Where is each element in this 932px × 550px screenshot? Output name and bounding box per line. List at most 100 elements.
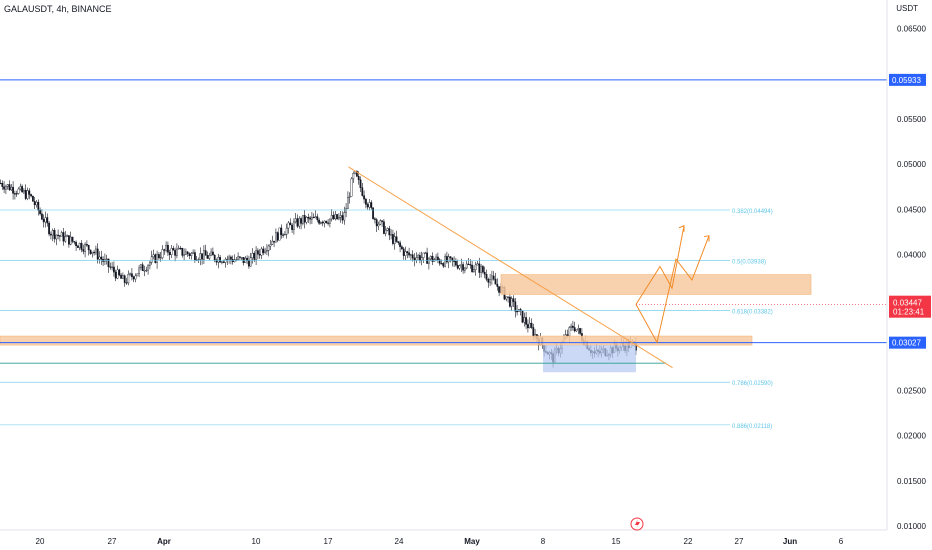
candle-down bbox=[438, 259, 441, 264]
candle-up bbox=[210, 251, 212, 256]
lightning-icon[interactable] bbox=[630, 517, 644, 531]
candle-down bbox=[363, 195, 365, 200]
candle-up bbox=[267, 245, 270, 251]
candle-down bbox=[482, 266, 484, 273]
candle-down bbox=[462, 264, 464, 271]
price-tick-label: 0.02500 bbox=[897, 386, 926, 395]
symbol-header[interactable]: GALAUSDT, 4h, BINANCE bbox=[4, 4, 112, 14]
candle-up bbox=[458, 265, 461, 269]
candle-down bbox=[141, 264, 144, 271]
candle-down bbox=[262, 248, 265, 253]
candle-up bbox=[570, 325, 573, 328]
candle-down bbox=[366, 204, 369, 208]
candle-up bbox=[226, 258, 229, 261]
candle-down bbox=[478, 263, 481, 273]
candle-up bbox=[287, 222, 290, 229]
candle-up bbox=[44, 217, 47, 223]
candle-down bbox=[24, 190, 27, 199]
trendline bbox=[348, 166, 673, 369]
candle-up bbox=[55, 234, 58, 240]
candle-up bbox=[305, 217, 308, 223]
candle-down bbox=[276, 232, 279, 241]
candle-up bbox=[237, 256, 239, 260]
price-tick-label: 0.05500 bbox=[897, 115, 926, 124]
time-axis[interactable]: 20 27 Apr 10 17 24 May 8 15 22 27 Jun 6 bbox=[36, 537, 844, 546]
candle-down bbox=[579, 328, 582, 334]
candle-down bbox=[375, 219, 378, 227]
candle-down bbox=[174, 249, 176, 256]
candle-up bbox=[424, 252, 427, 254]
candle-up bbox=[147, 265, 149, 271]
candle-down bbox=[406, 251, 409, 253]
candle-down bbox=[399, 242, 401, 247]
candle-down bbox=[107, 258, 110, 267]
candle-down bbox=[118, 269, 121, 276]
candle-down bbox=[307, 217, 310, 219]
candle-up bbox=[348, 196, 351, 198]
candle-down bbox=[361, 187, 364, 196]
candle-up bbox=[314, 216, 317, 218]
candle-down bbox=[204, 250, 207, 256]
candle-down bbox=[93, 251, 96, 254]
candle-up bbox=[345, 208, 347, 213]
candle-down bbox=[76, 245, 79, 248]
candle-down bbox=[440, 263, 443, 265]
candle-down bbox=[82, 249, 85, 252]
candle-down bbox=[39, 210, 42, 215]
candle-down bbox=[442, 263, 445, 267]
price-unit-label: USDT bbox=[896, 4, 918, 13]
candle-up bbox=[202, 250, 205, 260]
time-tick-label: 8 bbox=[541, 537, 546, 546]
candle-down bbox=[67, 235, 70, 245]
candle-up bbox=[134, 275, 137, 280]
candle-down bbox=[291, 224, 293, 230]
candle-down bbox=[325, 220, 328, 223]
candle-up bbox=[404, 251, 407, 256]
candle-up bbox=[35, 201, 38, 206]
candle-down bbox=[75, 242, 78, 247]
time-tick-label: 6 bbox=[839, 537, 844, 546]
candle-down bbox=[507, 296, 509, 298]
candle-up bbox=[575, 329, 578, 332]
candle-up bbox=[136, 273, 139, 277]
candle-down bbox=[3, 186, 6, 190]
price-tick-label: 0.02000 bbox=[897, 432, 926, 441]
candle-up bbox=[271, 240, 274, 245]
fib-label: 0.382(0.04494) bbox=[732, 209, 773, 215]
candle-up bbox=[192, 252, 194, 254]
candle-down bbox=[15, 193, 18, 195]
price-tick-label: 0.05000 bbox=[897, 160, 926, 169]
fib-label: 0.5(0.03938) bbox=[732, 259, 766, 265]
candle-down bbox=[123, 275, 126, 283]
candle-up bbox=[293, 221, 295, 230]
candle-up bbox=[94, 248, 97, 253]
candle-up bbox=[183, 254, 185, 256]
candle-down bbox=[321, 222, 324, 224]
demand-zone bbox=[0, 335, 753, 346]
projection-path-upper bbox=[635, 225, 685, 305]
candle-down bbox=[89, 249, 92, 254]
price-tick-label: 0.04000 bbox=[897, 251, 926, 260]
candle-down bbox=[0, 182, 2, 185]
candle-down bbox=[374, 218, 376, 220]
candle-down bbox=[211, 251, 214, 256]
candle-up bbox=[64, 236, 67, 242]
candle-down bbox=[483, 271, 486, 275]
candle-up bbox=[352, 173, 355, 180]
candle-down bbox=[21, 186, 23, 193]
fib-label: 0.786(0.02590) bbox=[732, 381, 773, 387]
candle-up bbox=[476, 263, 479, 266]
candle-down bbox=[12, 186, 14, 194]
candle-down bbox=[258, 253, 261, 256]
candle-up bbox=[577, 328, 580, 330]
candle-down bbox=[419, 255, 421, 261]
candle-up bbox=[338, 217, 340, 220]
price-axis[interactable]: 0.065000.055000.050000.045000.040000.030… bbox=[897, 25, 926, 531]
candle-up bbox=[217, 257, 220, 263]
candle-down bbox=[62, 232, 65, 242]
candle-up bbox=[175, 248, 178, 256]
candle-down bbox=[467, 263, 470, 265]
candle-down bbox=[50, 233, 52, 236]
candle-up bbox=[435, 256, 437, 260]
